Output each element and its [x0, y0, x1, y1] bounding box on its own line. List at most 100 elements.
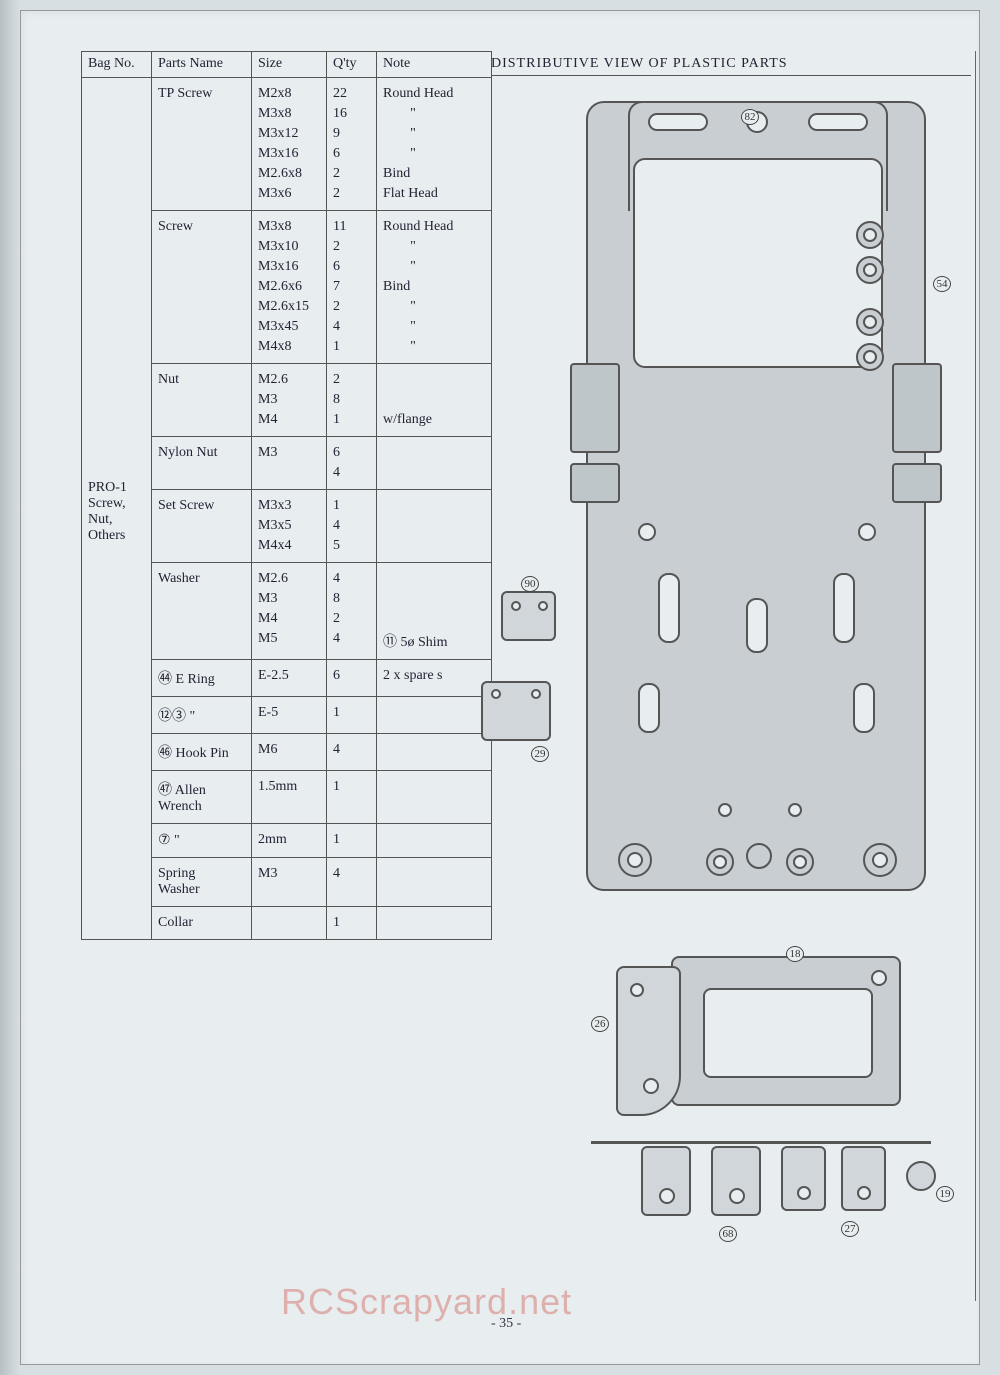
lower-assembly: 18 26 68 27 19 [561, 946, 941, 1286]
cell-part [152, 104, 252, 124]
header-bag: Bag No. [82, 52, 152, 78]
cell-qty: 2 [327, 297, 377, 317]
cell-note [377, 771, 492, 824]
cell-qty: 1 [327, 771, 377, 824]
cell-size: M3x16 [252, 144, 327, 164]
cell-part [152, 609, 252, 629]
cell-size: M4x4 [252, 536, 327, 563]
cell-size: M4 [252, 609, 327, 629]
cell-part: Washer [152, 563, 252, 590]
cell-size: E-2.5 [252, 660, 327, 697]
cell-part [152, 124, 252, 144]
cell-part: ㊹ E Ring [152, 660, 252, 697]
label-27: 27 [841, 1221, 859, 1237]
header-size: Size [252, 52, 327, 78]
cell-note [377, 364, 492, 391]
label-90: 90 [521, 576, 539, 592]
header-qty: Q'ty [327, 52, 377, 78]
cell-note [377, 734, 492, 771]
cell-qty: 2 [327, 609, 377, 629]
header-note: Note [377, 52, 492, 78]
table-row: PRO-1 Screw, Nut, OthersTP ScrewM2x822Ro… [82, 78, 492, 105]
cell-note: Bind [377, 164, 492, 184]
cell-size: M3x8 [252, 104, 327, 124]
cell-part [152, 516, 252, 536]
cell-size: M3x45 [252, 317, 327, 337]
cell-qty: 1 [327, 337, 377, 364]
cell-part: Screw [152, 211, 252, 238]
cell-qty: 6 [327, 144, 377, 164]
cell-size: M3x10 [252, 237, 327, 257]
cell-note [377, 437, 492, 464]
label-54: 54 [933, 276, 951, 292]
cell-note: " [377, 257, 492, 277]
cell-qty: 1 [327, 824, 377, 858]
cell-part [152, 410, 252, 437]
cell-note [377, 907, 492, 940]
cell-note [377, 390, 492, 410]
cell-part [152, 237, 252, 257]
cell-size: M2.6x8 [252, 164, 327, 184]
cell-size: M3 [252, 390, 327, 410]
cell-size: M3x16 [252, 257, 327, 277]
label-26: 26 [591, 1016, 609, 1032]
bag-cell: PRO-1 Screw, Nut, Others [82, 78, 152, 940]
parts-table: Bag No. Parts Name Size Q'ty Note PRO-1 … [81, 51, 492, 940]
cell-part [152, 337, 252, 364]
cell-note [377, 563, 492, 590]
cell-size [252, 907, 327, 940]
cell-size: M4 [252, 410, 327, 437]
cell-size: E-5 [252, 697, 327, 734]
cell-note: " [377, 297, 492, 317]
cell-size: 1.5mm [252, 771, 327, 824]
cell-part: ⑫③ " [152, 697, 252, 734]
cell-note [377, 516, 492, 536]
cell-part: TP Screw [152, 78, 252, 105]
cell-qty: 4 [327, 317, 377, 337]
cell-part [152, 144, 252, 164]
cell-part [152, 536, 252, 563]
cell-part: Set Screw [152, 490, 252, 517]
cell-part [152, 463, 252, 490]
cell-part: Nut [152, 364, 252, 391]
cell-note: Bind [377, 277, 492, 297]
label-19: 19 [936, 1186, 954, 1202]
cell-note [377, 536, 492, 563]
cell-qty: 16 [327, 104, 377, 124]
cell-qty: 2 [327, 237, 377, 257]
cell-qty: 1 [327, 490, 377, 517]
cell-qty: 22 [327, 78, 377, 105]
cell-qty: 6 [327, 257, 377, 277]
chassis-plate [586, 101, 926, 891]
cell-note: Flat Head [377, 184, 492, 211]
cell-note: Round Head [377, 78, 492, 105]
cell-note: " [377, 124, 492, 144]
cell-qty: 9 [327, 124, 377, 144]
cell-note: " [377, 144, 492, 164]
cell-qty: 6 [327, 660, 377, 697]
cell-size: M3 [252, 858, 327, 907]
cell-note: " [377, 317, 492, 337]
cell-part [152, 164, 252, 184]
label-68: 68 [719, 1226, 737, 1242]
cell-qty: 1 [327, 697, 377, 734]
cell-part: Spring Washer [152, 858, 252, 907]
cell-qty: 2 [327, 164, 377, 184]
cell-part [152, 277, 252, 297]
cell-qty: 1 [327, 410, 377, 437]
cell-part: ㊼ Allen Wrench [152, 771, 252, 824]
cell-part [152, 184, 252, 211]
cell-note [377, 824, 492, 858]
cell-note: 2 x spare s [377, 660, 492, 697]
cell-qty: 4 [327, 734, 377, 771]
cell-size: M3 [252, 437, 327, 464]
cell-size: M4x8 [252, 337, 327, 364]
cell-size: M3 [252, 589, 327, 609]
cell-size: M2x8 [252, 78, 327, 105]
cell-part: ⑦ " [152, 824, 252, 858]
cell-note [377, 697, 492, 734]
cell-part: Collar [152, 907, 252, 940]
cell-size: M3x3 [252, 490, 327, 517]
cell-size: M5 [252, 629, 327, 660]
cell-size: M2.6 [252, 563, 327, 590]
